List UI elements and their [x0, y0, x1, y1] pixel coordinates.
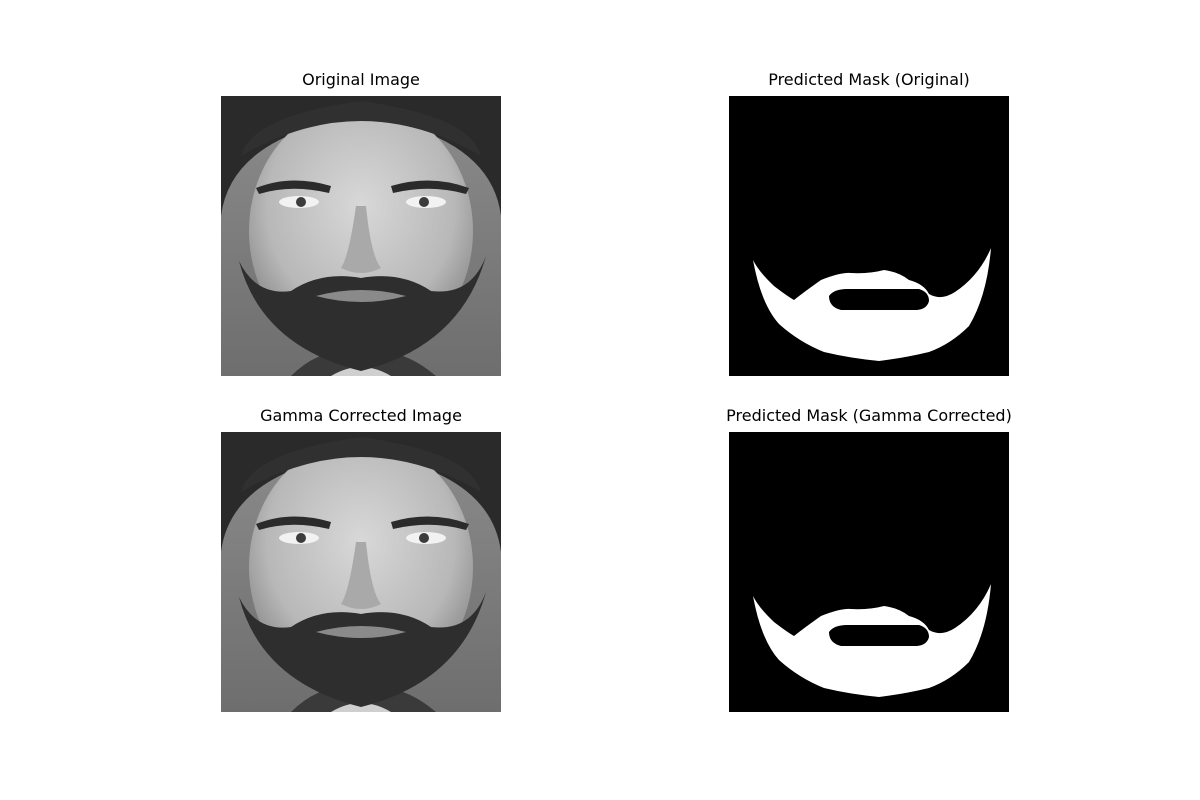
- panel-title: Original Image: [101, 70, 621, 89]
- gamma-corrected-face-photo: [221, 432, 501, 712]
- panel-predicted-mask-gamma: Predicted Mask (Gamma Corrected): [729, 432, 1009, 712]
- panel-title: Predicted Mask (Original): [609, 70, 1129, 89]
- panel-predicted-mask-original: Predicted Mask (Original): [729, 96, 1009, 376]
- panel-title: Predicted Mask (Gamma Corrected): [609, 406, 1129, 425]
- beard-mask-original: [729, 96, 1009, 376]
- panel-original-image: Original Image: [221, 96, 501, 376]
- panel-gamma-corrected-image: Gamma Corrected Image: [221, 432, 501, 712]
- original-face-photo: [221, 96, 501, 376]
- beard-mask-gamma-corrected: [729, 432, 1009, 712]
- panel-title: Gamma Corrected Image: [101, 406, 621, 425]
